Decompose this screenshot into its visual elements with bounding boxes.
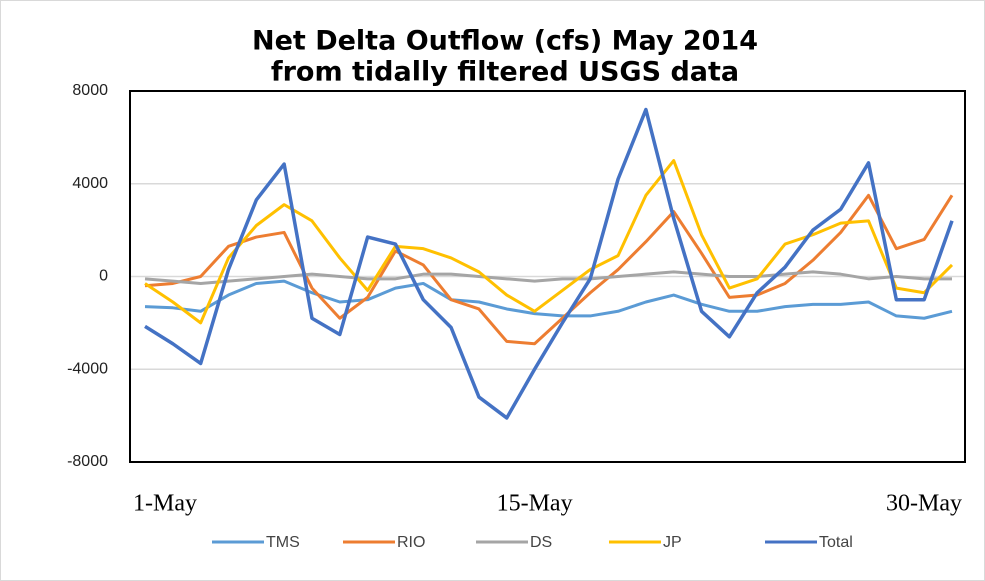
y-tick-label: -8000 xyxy=(67,453,108,470)
series-line xyxy=(144,159,954,325)
legend: TMS RIO DS JP Total xyxy=(212,534,853,551)
legend-label: Total xyxy=(819,534,853,551)
series-line xyxy=(144,279,953,320)
legend-label: RIO xyxy=(397,534,425,551)
legend-label: JP xyxy=(663,534,682,551)
series-line xyxy=(144,193,954,346)
x-tick-label: 30-May xyxy=(886,491,962,517)
plot xyxy=(144,107,954,420)
chart-title: Net Delta Outflow (cfs) May 2014 xyxy=(252,26,758,57)
y-tick-label: 8000 xyxy=(72,82,108,99)
legend-label: DS xyxy=(530,534,552,551)
x-tick-label: 15-May xyxy=(497,491,573,517)
series-line xyxy=(144,107,954,420)
y-tick-label: 4000 xyxy=(72,175,108,192)
series-line xyxy=(144,270,952,285)
legend-label: TMS xyxy=(266,534,300,551)
x-tick-label: 1-May xyxy=(133,491,197,517)
y-tick-label: -4000 xyxy=(67,360,108,377)
plot-frame xyxy=(129,90,966,463)
chart-subtitle: from tidally filtered USGS data xyxy=(271,57,739,88)
y-tick-label: 0 xyxy=(99,268,108,285)
